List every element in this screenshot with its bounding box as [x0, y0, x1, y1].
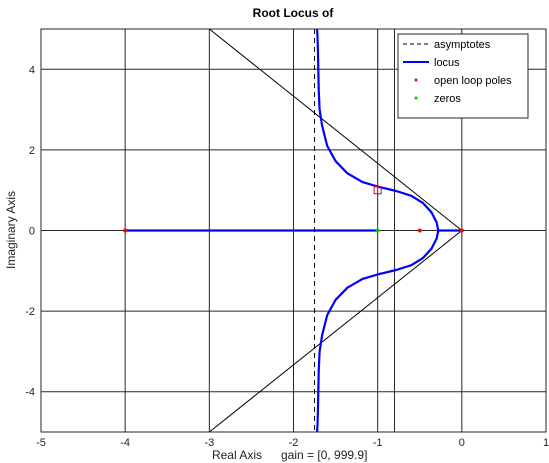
- x-tick-label: -4: [120, 437, 130, 449]
- locus-branch: [316, 230, 440, 432]
- open-loop-pole-marker: [123, 228, 128, 233]
- x-tick-label: 1: [543, 437, 549, 449]
- asymptote-cone-line: [209, 230, 463, 432]
- y-axis-label: Imaginary Axis: [4, 191, 18, 269]
- legend-label-zeros: zeros: [434, 93, 461, 105]
- legend: asymptotes locus open loop poles zeros: [397, 33, 529, 119]
- legend-label-locus: locus: [434, 57, 460, 69]
- plot-frame: [40, 28, 547, 433]
- locus-branch: [316, 29, 440, 231]
- open-loop-pole-marker: [459, 228, 464, 233]
- x-axis-label: Real Axis: [212, 448, 262, 462]
- y-tick-label: -2: [25, 306, 35, 318]
- plot-content: [123, 29, 464, 432]
- tick-labels: -5 -4 -3 -2 -1 0 1 -4 -2 0 2 4: [25, 64, 549, 449]
- zero-marker: [375, 228, 380, 233]
- y-tick-label: 4: [29, 64, 35, 76]
- x-tick-label: -2: [289, 437, 299, 449]
- legend-swatch-zeros: [414, 96, 418, 100]
- selected-gain-marker: [373, 186, 382, 195]
- y-tick-label: 0: [29, 226, 35, 238]
- chart-title: Root Locus of: [253, 6, 335, 20]
- x-tick-label: 0: [459, 437, 465, 449]
- open-loop-pole-marker: [417, 228, 422, 233]
- legend-swatch-open-loop-poles: [414, 78, 418, 82]
- legend-box: [397, 33, 529, 119]
- x-axis-label-group: Real Axis gain = [0, 999.9]: [212, 448, 367, 462]
- legend-label-asymptotes: asymptotes: [434, 39, 491, 51]
- gain-range-label: gain = [0, 999.9]: [281, 448, 367, 462]
- y-tick-label: 2: [29, 145, 35, 157]
- legend-label-open-loop-poles: open loop poles: [434, 75, 512, 87]
- x-tick-label: -1: [373, 437, 383, 449]
- y-tick-label: -4: [25, 387, 35, 399]
- x-tick-label: -3: [204, 437, 214, 449]
- asymptote-cone-line: [209, 29, 463, 231]
- x-tick-label: -5: [36, 437, 46, 449]
